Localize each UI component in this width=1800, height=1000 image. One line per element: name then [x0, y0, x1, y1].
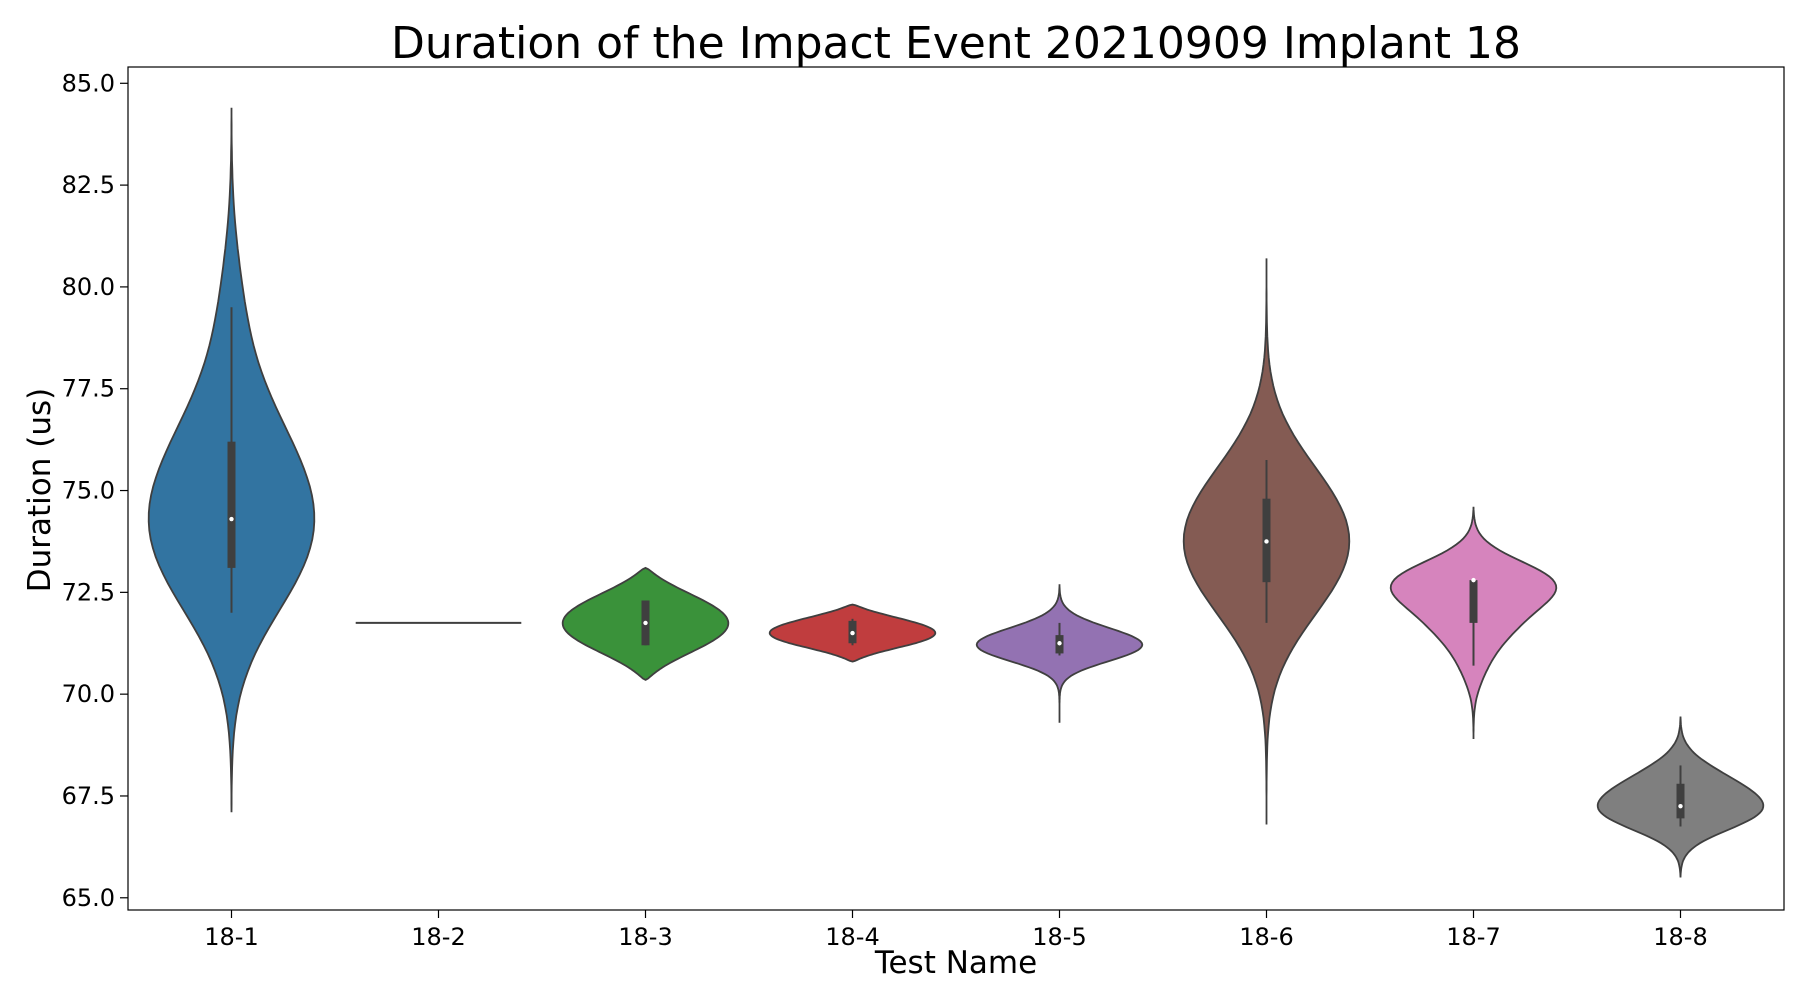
median-dot: [1057, 641, 1062, 646]
y-tick-label: 80.0: [62, 273, 115, 301]
violin-18-8: [1596, 716, 1765, 878]
y-axis-label: Duration (us): [22, 388, 58, 592]
median-dot: [1471, 577, 1476, 583]
iqr-box: [227, 441, 236, 568]
x-tick-label: 18-1: [204, 923, 258, 951]
y-axis: 65.0 67.5 70.0 72.5 75.0 77.5 80.0 82.5 85.0: [62, 69, 128, 912]
x-axis: 18-1 18-2 18-3 18-4 18-5 18-6 18-7 18-8: [204, 910, 1708, 951]
y-tick-label: 77.5: [62, 375, 115, 403]
violin-18-6: [1182, 258, 1351, 825]
y-tick-label: 72.5: [62, 578, 115, 606]
chart-title: Duration of the Impact Event 20210909 Im…: [391, 18, 1521, 69]
median-dot: [643, 620, 648, 626]
median-dot: [229, 516, 234, 522]
plot-frame: [127, 66, 1785, 911]
x-tick-label: 18-3: [618, 923, 672, 951]
y-tick-label: 82.5: [62, 171, 115, 199]
violin-18-3: [561, 566, 730, 681]
x-tick-label: 18-6: [1239, 923, 1293, 951]
median-dot: [1264, 539, 1269, 544]
median-dot: [850, 630, 855, 636]
y-tick-label: 85.0: [62, 69, 115, 97]
violin-18-7: [1389, 506, 1558, 739]
median-dot: [1678, 803, 1683, 809]
x-tick-label: 18-5: [1032, 923, 1086, 951]
violin-18-4: [768, 603, 937, 663]
y-tick-label: 70.0: [62, 680, 115, 708]
x-tick-label: 18-7: [1446, 923, 1500, 951]
violins-layer: [147, 107, 1765, 878]
x-axis-label: Test Name: [874, 945, 1037, 981]
x-tick-label: 18-2: [411, 923, 465, 951]
violin-18-5: [975, 584, 1144, 723]
violin-18-1: [147, 107, 316, 813]
iqr-box: [1676, 783, 1685, 819]
y-tick-label: 75.0: [62, 477, 115, 505]
x-tick-label: 18-8: [1653, 923, 1707, 951]
y-tick-label: 67.5: [62, 782, 115, 810]
y-tick-label: 65.0: [62, 884, 115, 912]
iqr-box: [1469, 580, 1478, 623]
x-tick-label: 18-4: [825, 923, 879, 951]
